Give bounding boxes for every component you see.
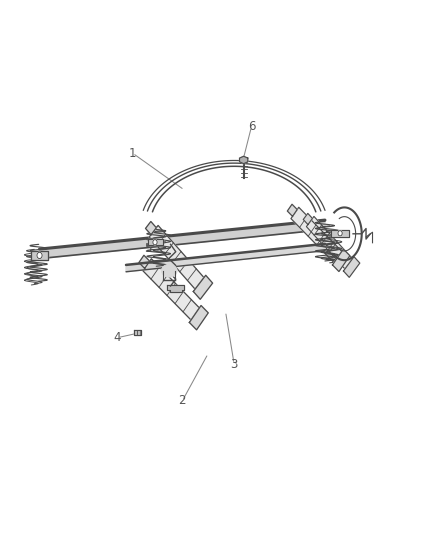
Polygon shape xyxy=(240,156,248,164)
Polygon shape xyxy=(149,225,204,289)
Circle shape xyxy=(37,252,42,259)
Text: 2: 2 xyxy=(179,394,186,408)
Polygon shape xyxy=(303,213,312,224)
Text: 3: 3 xyxy=(230,358,238,370)
Polygon shape xyxy=(332,230,349,237)
Polygon shape xyxy=(126,244,325,272)
Polygon shape xyxy=(167,286,184,292)
Polygon shape xyxy=(143,259,199,320)
Text: 5: 5 xyxy=(144,241,152,255)
Polygon shape xyxy=(291,207,342,263)
Polygon shape xyxy=(343,257,360,277)
Text: 6: 6 xyxy=(247,120,255,133)
Polygon shape xyxy=(189,305,208,330)
Polygon shape xyxy=(332,249,350,271)
Circle shape xyxy=(153,240,157,245)
Polygon shape xyxy=(193,275,212,300)
Polygon shape xyxy=(134,330,141,335)
Circle shape xyxy=(338,231,342,236)
Polygon shape xyxy=(31,251,48,260)
Polygon shape xyxy=(287,204,297,216)
Polygon shape xyxy=(145,222,156,235)
Polygon shape xyxy=(139,255,150,269)
Polygon shape xyxy=(39,220,325,259)
Polygon shape xyxy=(148,239,163,245)
Polygon shape xyxy=(307,216,353,269)
Text: 4: 4 xyxy=(113,331,121,344)
Ellipse shape xyxy=(162,264,177,277)
Text: 1: 1 xyxy=(129,147,136,159)
